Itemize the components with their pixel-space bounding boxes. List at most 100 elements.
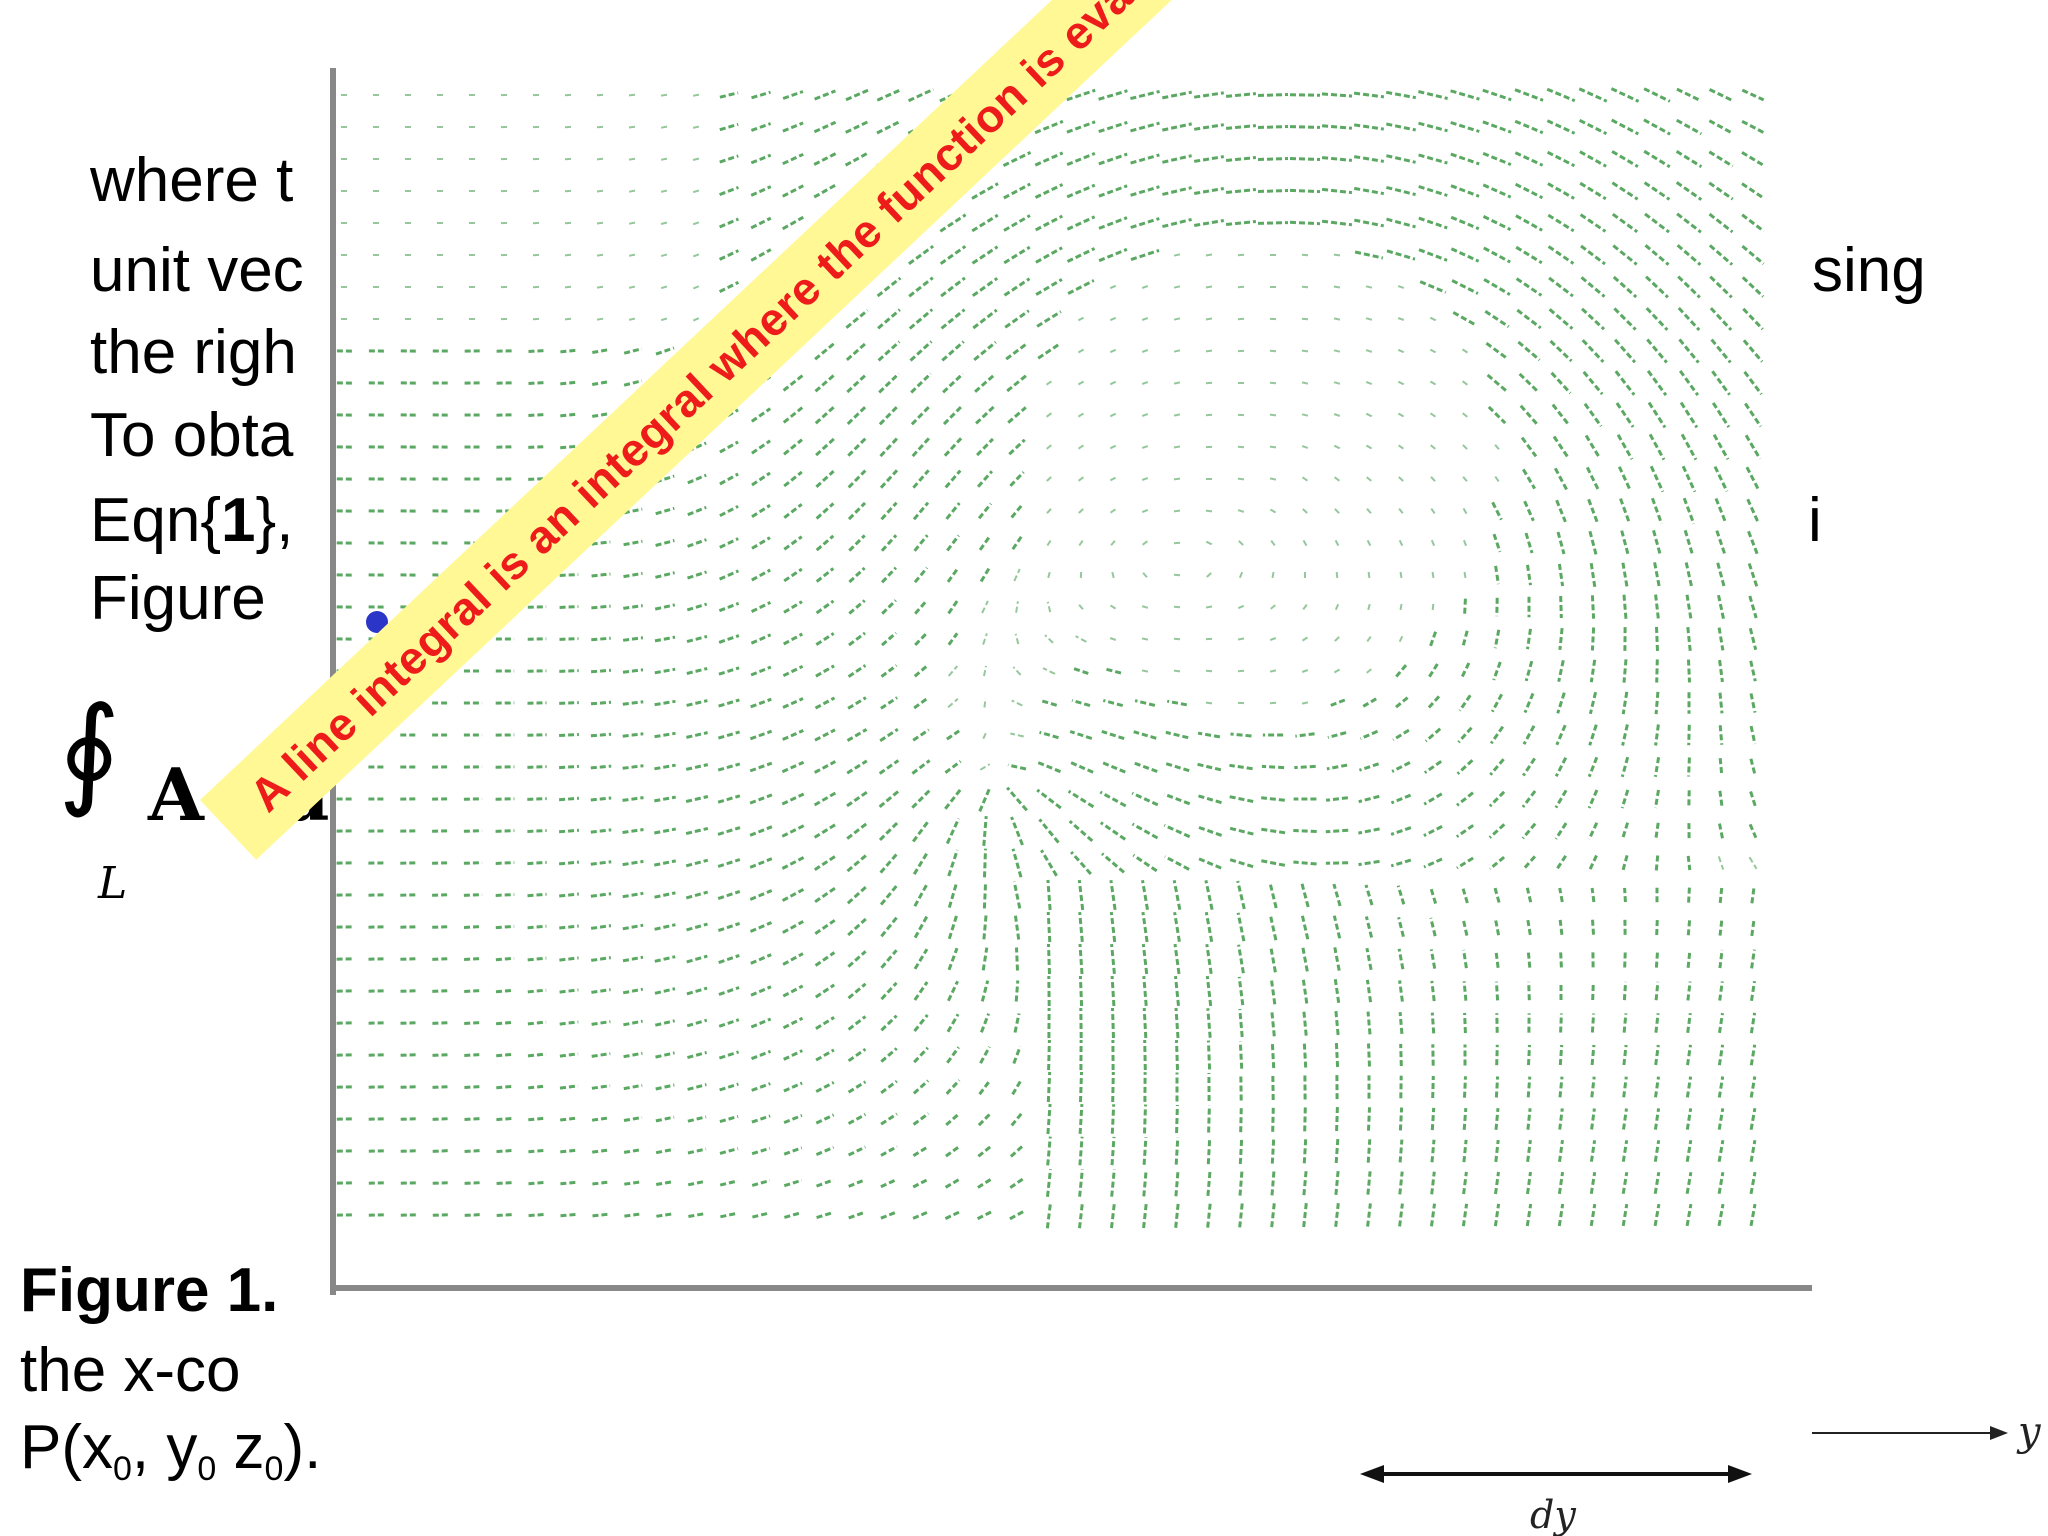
field-arrow (1589, 562, 1597, 588)
field-arrow (1269, 977, 1277, 1005)
field-arrow (1010, 816, 1024, 846)
field-arrow (781, 792, 805, 806)
field-arrow (622, 828, 644, 834)
field-arrow (1398, 980, 1404, 1002)
field-arrow (1333, 444, 1341, 450)
field-arrow (1301, 317, 1309, 321)
field-arrow (1718, 886, 1724, 904)
field-arrow (1646, 370, 1668, 396)
field-arrow (1526, 1171, 1532, 1195)
field-arrow (1685, 1171, 1693, 1195)
field-arrow (1132, 761, 1158, 773)
field-arrow (1228, 826, 1254, 836)
field-arrow (1676, 87, 1702, 103)
field-arrow (623, 539, 643, 547)
field-arrow (1289, 93, 1321, 97)
field-arrow (628, 253, 638, 257)
field-arrow (1386, 122, 1416, 132)
field-arrow (751, 471, 771, 487)
field-arrow (400, 1117, 418, 1121)
field-arrow (596, 253, 606, 257)
field-arrow (1335, 571, 1339, 579)
field-arrow (623, 1148, 643, 1154)
field-arrow (1742, 307, 1764, 331)
field-arrow (464, 1085, 482, 1089)
field-arrow (1555, 854, 1567, 872)
field-arrow (717, 826, 741, 836)
field-arrow (981, 947, 989, 971)
field-arrow (1046, 1169, 1052, 1197)
field-arrow (1011, 699, 1023, 707)
field-arrow (654, 699, 676, 707)
field-arrow (982, 815, 988, 847)
field-arrow (1236, 912, 1246, 942)
field-arrow (1430, 444, 1436, 450)
field-arrow (1462, 1139, 1468, 1163)
field-arrow (1261, 796, 1285, 802)
field-arrow (1393, 696, 1409, 710)
field-arrow (1589, 1203, 1597, 1227)
field-arrow (686, 986, 708, 996)
field-arrow (1269, 637, 1277, 641)
field-arrow (1110, 943, 1116, 975)
field-arrow (1270, 1170, 1276, 1196)
field-arrow (654, 603, 676, 611)
field-arrow (1678, 370, 1700, 396)
field-arrow (878, 372, 900, 394)
field-arrow (1463, 1076, 1467, 1098)
field-arrow (847, 1113, 867, 1125)
field-arrow (782, 952, 804, 966)
field-arrow (1679, 401, 1699, 429)
field-arrow (1748, 823, 1758, 839)
field-arrow (1616, 434, 1634, 460)
field-arrow (1493, 1203, 1501, 1227)
field-arrow (1613, 307, 1637, 331)
field-arrow (591, 540, 611, 546)
field-arrow (751, 504, 771, 518)
field-arrow (1398, 1139, 1404, 1163)
caption-z: z (216, 1413, 265, 1482)
field-arrow (463, 893, 483, 897)
field-arrow (495, 956, 515, 962)
field-arrow (1238, 1170, 1244, 1196)
field-arrow (940, 276, 966, 298)
field-arrow (1654, 822, 1660, 840)
field-arrow (815, 1178, 835, 1188)
field-arrow (1494, 981, 1500, 1001)
field-arrow (1385, 90, 1417, 100)
field-arrow (1197, 731, 1221, 739)
field-arrow (1367, 571, 1371, 579)
field-arrow (1046, 601, 1052, 613)
field-arrow (815, 567, 835, 583)
field-arrow (979, 567, 991, 583)
field-arrow (1302, 1202, 1308, 1228)
caption-p: P(x (20, 1413, 113, 1482)
field-arrow (559, 764, 579, 770)
field-arrow (1462, 476, 1468, 482)
field-arrow (782, 664, 804, 678)
field-arrow (1482, 215, 1512, 231)
field-arrow (564, 189, 574, 193)
field-arrow (1165, 730, 1189, 740)
field-arrow (622, 955, 644, 963)
field-arrow (528, 413, 546, 417)
field-arrow (880, 664, 898, 678)
field-arrow (1206, 572, 1212, 578)
field-arrow (1620, 756, 1630, 778)
field-arrow (947, 632, 959, 646)
field-arrow (1550, 371, 1572, 395)
field-arrow (1205, 253, 1213, 257)
field-arrow (400, 1085, 418, 1089)
field-arrow (400, 1021, 418, 1025)
field-arrow (783, 1114, 803, 1124)
field-arrow (1261, 764, 1285, 770)
field-arrow (944, 469, 962, 489)
field-arrow (1353, 186, 1385, 196)
field-arrow (527, 765, 547, 769)
field-arrow (1238, 571, 1244, 579)
field-arrow (1289, 188, 1321, 194)
field-arrow (1006, 373, 1028, 393)
field-arrow (1749, 1044, 1757, 1066)
field-arrow (1141, 637, 1149, 641)
field-arrow (814, 886, 836, 904)
